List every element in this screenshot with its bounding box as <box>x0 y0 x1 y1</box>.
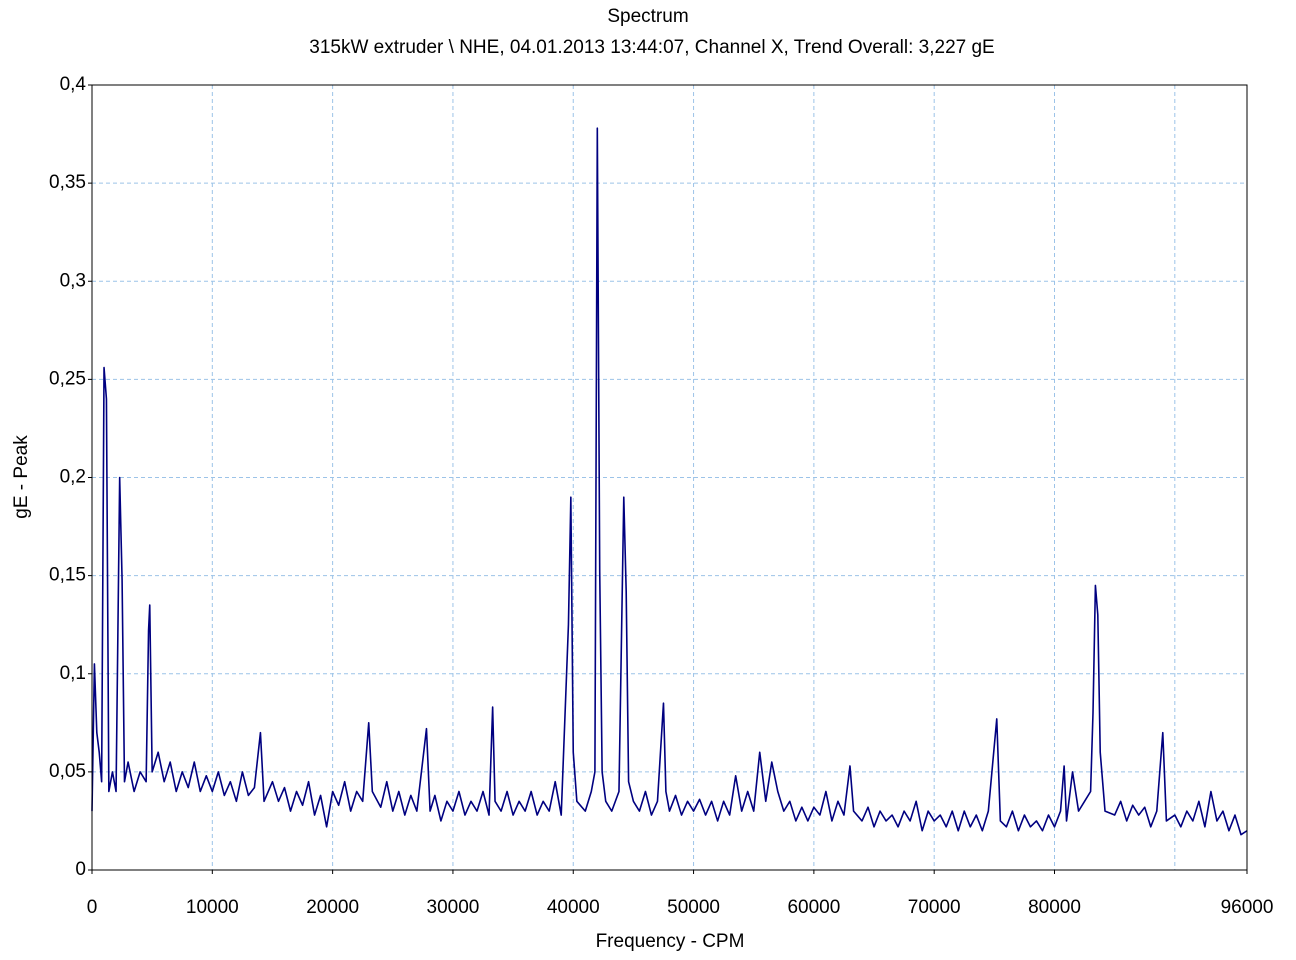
x-tick-label: 50000 <box>667 897 720 918</box>
spectrum-line <box>91 127 1248 836</box>
y-tick-label: 0,4 <box>60 74 87 95</box>
x-tick-label: 40000 <box>547 897 600 918</box>
x-tick-label: 20000 <box>306 897 359 918</box>
x-tick-label: 0 <box>87 897 98 918</box>
x-tick-label: 30000 <box>427 897 480 918</box>
plot-border <box>91 84 1248 871</box>
y-tick-label: 0,35 <box>49 172 86 193</box>
y-tick-label: 0,15 <box>49 565 86 586</box>
chart-title: Spectrum <box>607 6 688 27</box>
x-tick-label: 10000 <box>186 897 239 918</box>
y-tick-label: 0,2 <box>60 467 86 488</box>
x-tick-label: 70000 <box>908 897 961 918</box>
y-tick-label: 0,05 <box>49 761 86 782</box>
x-tick-label: 96000 <box>1221 897 1274 918</box>
y-tick-label: 0,25 <box>49 368 86 389</box>
y-tick-label: 0,3 <box>60 270 86 291</box>
y-axis-label: gE - Peak <box>11 435 32 519</box>
y-tick-label: 0,1 <box>60 663 86 684</box>
x-tick-label: 80000 <box>1028 897 1081 918</box>
chart-subtitle: 315kW extruder \ NHE, 04.01.2013 13:44:0… <box>309 37 994 58</box>
x-tick-label: 60000 <box>787 897 840 918</box>
y-tick-label: 0 <box>75 859 86 880</box>
x-axis-label: Frequency - CPM <box>596 931 745 952</box>
